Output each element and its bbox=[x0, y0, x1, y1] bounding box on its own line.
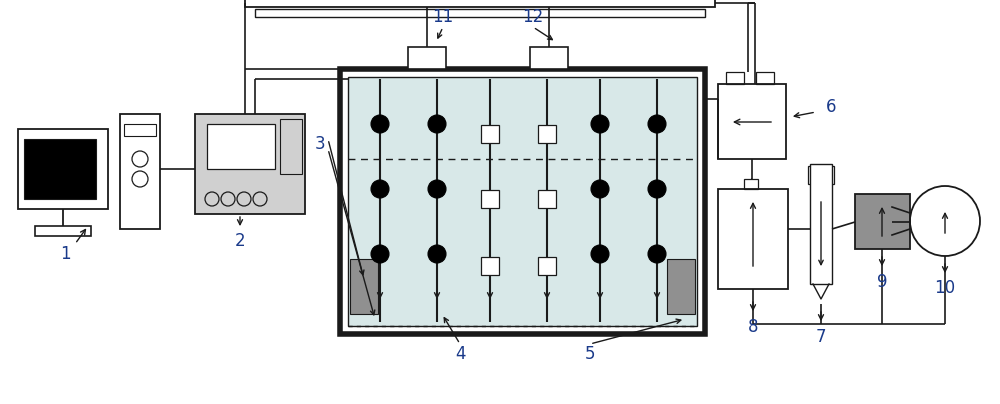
Bar bbox=[726, 72, 744, 84]
Bar bbox=[538, 257, 556, 275]
Bar bbox=[120, 114, 160, 229]
Circle shape bbox=[371, 115, 389, 133]
Bar bbox=[530, 47, 568, 69]
Bar bbox=[538, 125, 556, 143]
Bar bbox=[348, 77, 697, 326]
Text: 4: 4 bbox=[455, 345, 465, 363]
Text: 9: 9 bbox=[877, 273, 887, 291]
Bar bbox=[245, 0, 715, 7]
Bar bbox=[195, 114, 305, 214]
Text: 12: 12 bbox=[522, 8, 544, 26]
Bar bbox=[340, 69, 705, 334]
Bar bbox=[255, 9, 705, 17]
Bar bbox=[481, 190, 499, 208]
Bar bbox=[756, 72, 774, 84]
Bar bbox=[280, 119, 302, 174]
Bar bbox=[810, 164, 832, 284]
Bar bbox=[744, 179, 758, 189]
Circle shape bbox=[648, 245, 666, 263]
Bar bbox=[808, 166, 834, 184]
Bar bbox=[350, 259, 378, 314]
Text: 6: 6 bbox=[826, 98, 836, 116]
Circle shape bbox=[428, 115, 446, 133]
Circle shape bbox=[428, 180, 446, 198]
Bar bbox=[408, 47, 446, 69]
Text: 10: 10 bbox=[934, 279, 956, 297]
Text: 11: 11 bbox=[432, 8, 454, 26]
Bar bbox=[207, 124, 275, 169]
Circle shape bbox=[648, 115, 666, 133]
Circle shape bbox=[591, 245, 609, 263]
Bar bbox=[18, 129, 108, 209]
Circle shape bbox=[648, 180, 666, 198]
Circle shape bbox=[428, 245, 446, 263]
Bar bbox=[718, 84, 786, 159]
Text: 2: 2 bbox=[235, 232, 245, 250]
Text: 5: 5 bbox=[585, 345, 595, 363]
Text: 8: 8 bbox=[748, 318, 758, 336]
Text: 1: 1 bbox=[60, 245, 70, 263]
Bar bbox=[855, 194, 910, 249]
Bar bbox=[35, 226, 91, 236]
Bar bbox=[481, 257, 499, 275]
Bar bbox=[124, 124, 156, 136]
Circle shape bbox=[371, 180, 389, 198]
Bar bbox=[718, 189, 788, 289]
Text: 3: 3 bbox=[315, 135, 325, 153]
Circle shape bbox=[591, 180, 609, 198]
Bar bbox=[24, 139, 96, 199]
Circle shape bbox=[371, 245, 389, 263]
Bar bbox=[481, 125, 499, 143]
Circle shape bbox=[591, 115, 609, 133]
Text: 7: 7 bbox=[816, 328, 826, 346]
Bar bbox=[538, 190, 556, 208]
Bar bbox=[667, 259, 695, 314]
